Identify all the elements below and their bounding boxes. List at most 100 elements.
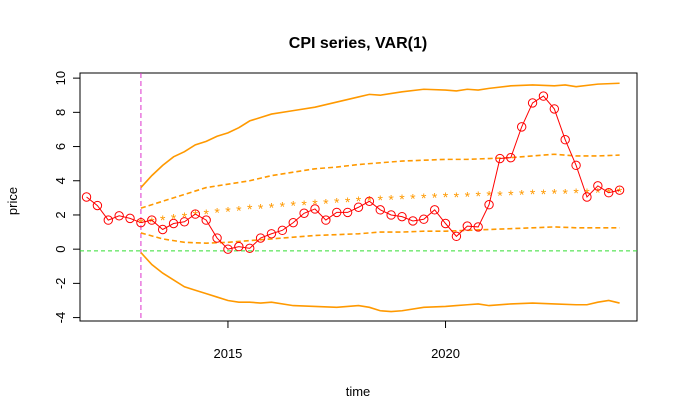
forecast-point: * xyxy=(301,197,307,213)
forecast-point: * xyxy=(573,185,579,201)
observed-point xyxy=(386,210,396,220)
observed-point xyxy=(440,218,451,229)
forecast-point: * xyxy=(182,209,188,225)
observed-point xyxy=(571,160,581,171)
observed-point xyxy=(147,215,157,225)
observed-point xyxy=(549,104,560,114)
forecast-point: * xyxy=(475,188,481,204)
forecast-point: * xyxy=(595,185,601,201)
outer-upper-band-line xyxy=(140,82,620,189)
y-tick-label: 4 xyxy=(53,177,68,184)
observed-point xyxy=(332,207,342,218)
forecast-point: * xyxy=(486,188,492,204)
forecast-point: * xyxy=(149,214,155,230)
observed-point xyxy=(299,208,309,218)
observed-point xyxy=(288,217,298,228)
forecast-point: * xyxy=(269,199,275,215)
forecast-point: * xyxy=(236,202,242,218)
forecast-point: * xyxy=(160,212,166,228)
forecast-point: * xyxy=(443,189,449,205)
forecast-point: * xyxy=(312,196,318,212)
y-tick-label: 0 xyxy=(53,246,68,253)
observed-point xyxy=(212,233,222,243)
observed-point xyxy=(103,215,113,225)
forecast-point: * xyxy=(562,185,568,201)
observed-point xyxy=(234,241,244,252)
y-tick-label: 6 xyxy=(53,143,68,150)
observed-point xyxy=(516,122,527,132)
observed-point xyxy=(429,205,440,215)
observed-point xyxy=(223,244,233,254)
forecast-point: * xyxy=(280,199,286,215)
forecast-point: * xyxy=(617,184,623,200)
observed-point xyxy=(342,207,353,218)
observed-point xyxy=(495,153,505,164)
observed-point xyxy=(614,185,625,195)
x-tick-label: 2020 xyxy=(431,346,460,361)
forecast-point: * xyxy=(356,193,362,209)
forecast-point: * xyxy=(421,190,427,206)
observed-point xyxy=(266,229,277,239)
forecast-point: * xyxy=(541,186,547,202)
observed-point xyxy=(201,215,211,225)
inner-upper-band-line xyxy=(140,153,620,209)
forecast-point: * xyxy=(334,195,340,211)
x-axis-title: time xyxy=(346,384,371,399)
forecast-point: * xyxy=(225,203,231,219)
forecast-point: * xyxy=(454,189,460,205)
forecast-point: * xyxy=(399,191,405,207)
observed-point xyxy=(462,221,472,231)
observed-point xyxy=(245,243,255,254)
y-tick-label: 8 xyxy=(53,109,68,116)
observed-point xyxy=(157,224,168,235)
observed-line xyxy=(86,95,620,250)
forecast-point: * xyxy=(465,188,471,204)
forecast-point: * xyxy=(214,205,220,221)
y-axis: -4 -2 0 2 4 6 8 10 xyxy=(53,71,81,324)
forecast-point: * xyxy=(530,186,536,202)
forecast-point: * xyxy=(291,198,297,214)
plot-layer: * * * * * * * * * * * * * * * * * * * * * * * * * * * * * * * * * * * * * * * *… xyxy=(80,73,637,321)
observed-point xyxy=(321,215,331,225)
forecast-point: * xyxy=(508,187,514,203)
outer-lower-band-line xyxy=(140,252,620,313)
x-tick-label: 2015 xyxy=(213,346,242,361)
observed-point xyxy=(114,211,124,221)
observed-point xyxy=(179,217,190,227)
observed-point xyxy=(136,217,146,228)
forecast-point: * xyxy=(432,189,438,205)
x-axis: 2015 2020 xyxy=(213,320,460,361)
observed-point xyxy=(168,218,179,229)
observed-point xyxy=(92,200,103,211)
forecast-point: * xyxy=(171,211,177,227)
observed-point xyxy=(582,192,592,202)
y-tick-label: 2 xyxy=(53,211,68,218)
observed-point xyxy=(310,204,320,214)
observed-point xyxy=(560,135,570,145)
observed-point xyxy=(364,196,375,206)
observed-point xyxy=(527,98,538,108)
observed-point xyxy=(538,91,549,101)
observed-point xyxy=(419,214,429,224)
forecast-point: * xyxy=(378,192,384,208)
y-tick-label: -2 xyxy=(53,278,68,290)
observed-point xyxy=(484,199,494,210)
observed-point xyxy=(593,181,603,191)
observed-point xyxy=(506,152,516,163)
forecast-point: * xyxy=(323,195,329,211)
observed-point xyxy=(408,216,418,226)
forecast-point: * xyxy=(203,206,209,222)
forecast-point: * xyxy=(345,194,351,210)
forecast-point: * xyxy=(410,191,416,207)
forecast-point: * xyxy=(193,207,199,223)
y-tick-label: 10 xyxy=(53,71,68,85)
observed-point xyxy=(375,205,385,215)
forecast-point: * xyxy=(258,200,264,216)
y-tick-label: -4 xyxy=(53,312,68,324)
forecast-point: * xyxy=(367,193,373,209)
observed-point xyxy=(277,225,288,236)
chart-title: CPI series, VAR(1) xyxy=(289,35,427,52)
observed-point xyxy=(125,213,135,224)
y-axis-title: price xyxy=(5,187,20,215)
